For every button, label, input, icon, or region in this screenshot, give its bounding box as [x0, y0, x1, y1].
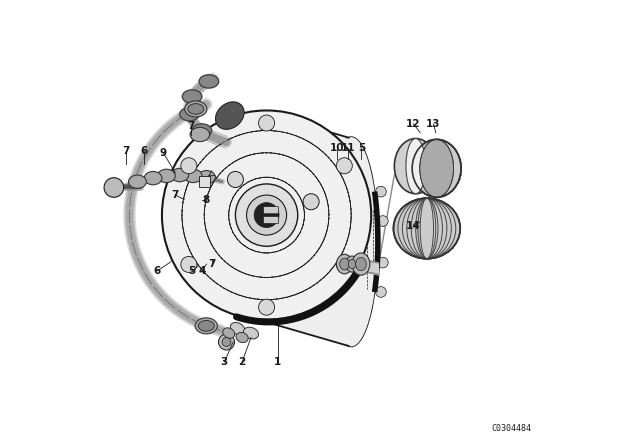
Text: 1: 1	[274, 357, 282, 367]
Ellipse shape	[180, 108, 199, 121]
Text: 2: 2	[239, 357, 246, 367]
Ellipse shape	[412, 139, 461, 197]
Ellipse shape	[144, 172, 162, 185]
Ellipse shape	[236, 332, 248, 343]
Text: 10: 10	[330, 143, 344, 153]
Text: 5: 5	[358, 143, 365, 153]
Ellipse shape	[340, 258, 349, 270]
Ellipse shape	[171, 168, 189, 182]
Ellipse shape	[356, 258, 366, 271]
Polygon shape	[250, 111, 378, 346]
FancyBboxPatch shape	[264, 207, 278, 214]
Ellipse shape	[406, 138, 426, 194]
Ellipse shape	[394, 198, 460, 259]
Ellipse shape	[190, 127, 210, 142]
Circle shape	[227, 172, 243, 188]
Circle shape	[246, 195, 287, 235]
Text: 6: 6	[141, 146, 148, 155]
Circle shape	[236, 184, 298, 246]
Text: 14: 14	[406, 221, 421, 231]
Ellipse shape	[182, 90, 202, 103]
Ellipse shape	[348, 259, 356, 269]
Ellipse shape	[199, 75, 219, 88]
Text: 13: 13	[426, 119, 441, 129]
Text: 5: 5	[189, 266, 196, 276]
Ellipse shape	[157, 169, 175, 183]
Circle shape	[104, 178, 124, 197]
Text: 12: 12	[406, 119, 420, 129]
Circle shape	[181, 256, 197, 272]
FancyBboxPatch shape	[264, 216, 278, 224]
Circle shape	[303, 194, 319, 210]
Circle shape	[378, 215, 388, 226]
Text: 7: 7	[209, 259, 216, 269]
Ellipse shape	[420, 139, 454, 197]
Text: 11: 11	[340, 143, 355, 153]
Ellipse shape	[324, 137, 378, 346]
Text: C0304484: C0304484	[492, 424, 531, 433]
Ellipse shape	[185, 101, 207, 117]
Ellipse shape	[198, 320, 214, 331]
Ellipse shape	[394, 138, 437, 194]
Ellipse shape	[188, 103, 204, 114]
Ellipse shape	[223, 328, 235, 338]
Ellipse shape	[184, 169, 202, 183]
Text: 9: 9	[160, 148, 167, 158]
Ellipse shape	[337, 254, 353, 274]
Ellipse shape	[192, 124, 212, 137]
Ellipse shape	[195, 318, 218, 334]
Text: 6: 6	[154, 266, 161, 276]
Circle shape	[378, 257, 388, 268]
Circle shape	[254, 202, 279, 228]
Circle shape	[336, 158, 353, 174]
Circle shape	[181, 158, 197, 174]
Ellipse shape	[346, 256, 358, 272]
Text: 7: 7	[123, 146, 130, 155]
Ellipse shape	[352, 253, 370, 275]
Ellipse shape	[230, 323, 245, 335]
Ellipse shape	[198, 171, 216, 184]
Text: 7: 7	[172, 190, 179, 200]
Circle shape	[259, 115, 275, 131]
Text: 8: 8	[203, 194, 210, 205]
Circle shape	[222, 337, 231, 346]
Circle shape	[336, 256, 353, 272]
Ellipse shape	[243, 327, 259, 339]
Circle shape	[376, 287, 387, 297]
Circle shape	[218, 334, 234, 350]
Circle shape	[259, 299, 275, 315]
Ellipse shape	[216, 102, 244, 129]
Ellipse shape	[129, 175, 147, 188]
Text: 4: 4	[198, 266, 205, 276]
Text: 7: 7	[187, 121, 195, 131]
Circle shape	[162, 111, 371, 320]
Text: 3: 3	[221, 357, 228, 367]
Circle shape	[376, 186, 387, 197]
Bar	[199, 177, 209, 187]
